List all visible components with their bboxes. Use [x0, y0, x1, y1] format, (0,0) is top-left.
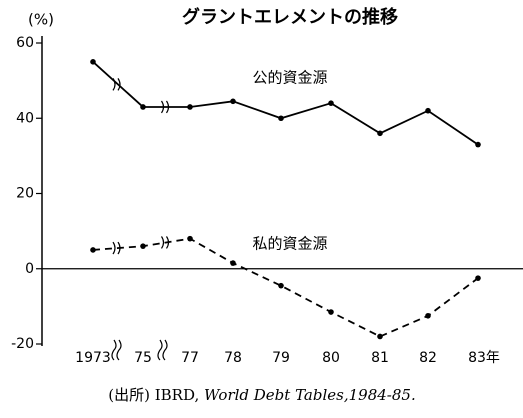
axis-break: [111, 339, 122, 361]
axis-break: [157, 339, 168, 361]
point: [278, 282, 284, 289]
line-break: [160, 100, 170, 114]
point: [140, 104, 146, 110]
y-tick-label: 0: [25, 261, 34, 277]
point: [475, 141, 481, 148]
line-break: [112, 78, 121, 91]
x-tick-label: 78: [224, 350, 242, 366]
point: [187, 104, 193, 110]
y-tick-label: 20: [16, 186, 34, 202]
line-break: [160, 236, 170, 249]
point: [425, 107, 431, 114]
x-tick-label: 82: [419, 350, 437, 366]
point: [475, 275, 481, 281]
x-tick-label: 80: [322, 350, 340, 366]
point: [90, 59, 96, 65]
point: [278, 115, 284, 122]
y-tick-label: 60: [16, 35, 34, 51]
x-tick-label: 75: [134, 350, 152, 366]
series-line: [92, 237, 479, 338]
point: [230, 98, 236, 105]
source-note: (出所) IBRD, World Debt Tables,1984-85.: [108, 386, 415, 404]
series-label: 私的資金源: [252, 235, 327, 253]
y-tick-label: 40: [16, 110, 34, 126]
chart-title: グラントエレメントの推移: [182, 6, 398, 28]
point: [425, 312, 431, 319]
axis-breaks: [111, 339, 168, 361]
point: [187, 235, 193, 242]
point: [377, 333, 383, 340]
line-break: [112, 241, 121, 255]
x-tick-label: 1973: [75, 350, 111, 366]
x-tick-label: 77: [181, 350, 199, 366]
point: [328, 100, 334, 106]
source-title: World Debt Tables,1984-85.: [204, 386, 416, 404]
y-tick-label: -20: [11, 336, 34, 352]
y-axis-label: (%): [28, 11, 54, 29]
series-label: 公的資金源: [252, 69, 327, 87]
x-tick-label: 79: [272, 350, 290, 366]
point: [230, 260, 236, 266]
source-prefix: (出所) IBRD,: [108, 386, 204, 404]
point: [377, 130, 383, 137]
point: [90, 247, 96, 253]
x-tick-label: 81: [371, 350, 389, 366]
point: [328, 309, 334, 315]
x-tick-label: 83年: [468, 350, 500, 366]
point: [140, 243, 146, 249]
